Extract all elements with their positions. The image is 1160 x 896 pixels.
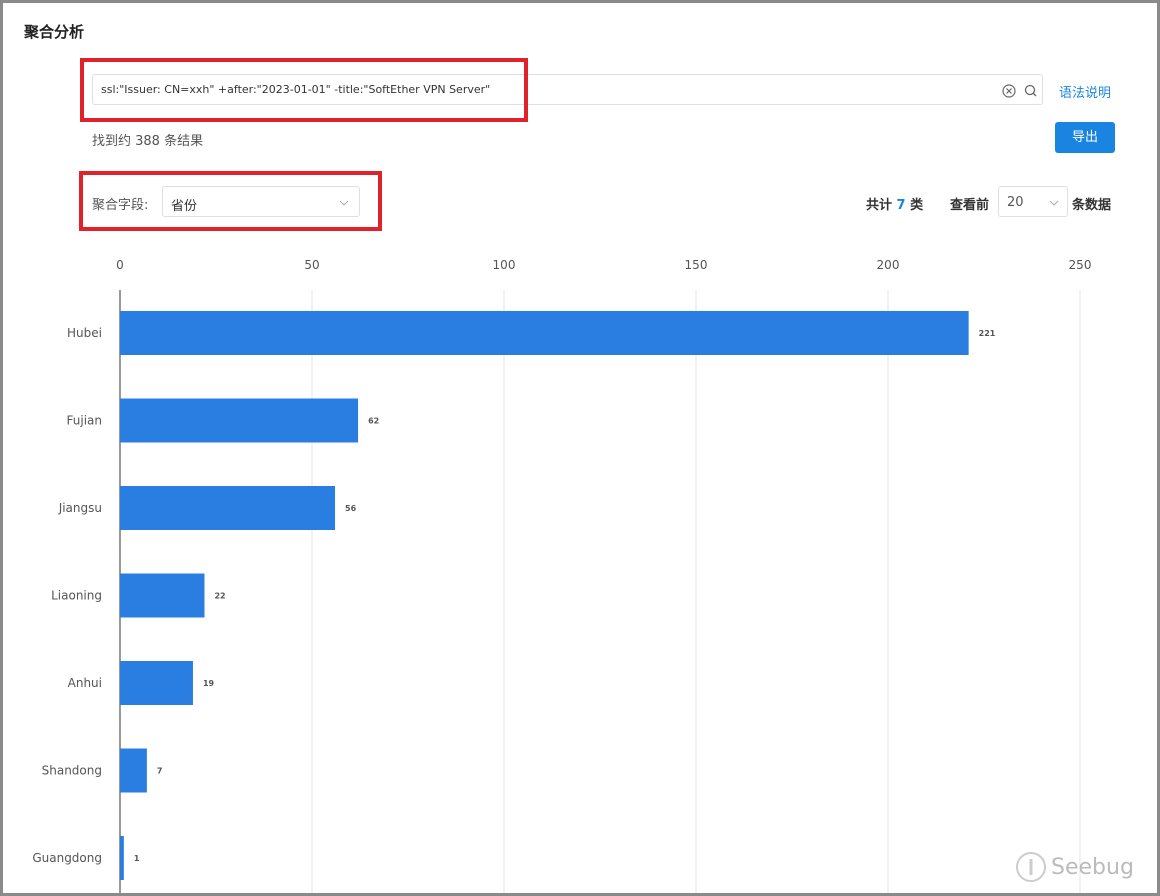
x-tick-label: 50 xyxy=(304,258,319,272)
y-tick-label: Shandong xyxy=(42,764,102,778)
y-tick-label: Fujian xyxy=(67,414,102,428)
y-tick-label: Jiangsu xyxy=(58,501,102,515)
data-label: 22 xyxy=(214,592,225,601)
top-value: 20 xyxy=(1007,195,1024,210)
watermark: Seebug xyxy=(1015,851,1134,883)
data-label: 62 xyxy=(368,417,379,426)
x-tick-label: 150 xyxy=(685,258,708,272)
result-count: 找到约 388 条结果 xyxy=(92,134,204,149)
bar xyxy=(120,486,336,530)
chevron xyxy=(339,200,349,206)
search-query: ssl:"Issuer: CN=xxh" +after:"2023-01-01"… xyxy=(101,83,491,96)
x-tick-label: 200 xyxy=(877,258,900,272)
y-tick-label: Anhui xyxy=(68,676,102,690)
export-button[interactable]: 导出 xyxy=(1055,122,1115,153)
data-label: 1 xyxy=(134,854,140,863)
total-suffix: 类 xyxy=(910,198,924,213)
watermark-logo xyxy=(1016,852,1046,882)
data-label: 221 xyxy=(979,329,996,338)
chevron xyxy=(1049,200,1059,206)
bar xyxy=(120,311,969,355)
total-prefix: 共计 xyxy=(866,198,893,213)
data-label: 56 xyxy=(345,504,357,513)
search-icons xyxy=(1002,84,1037,98)
bar xyxy=(120,748,147,793)
y-tick-label: Hubei xyxy=(67,326,102,340)
search-input[interactable]: ssl:"Issuer: CN=xxh" +after:"2023-01-01"… xyxy=(92,74,1043,105)
bar xyxy=(120,661,193,705)
total-number: 7 xyxy=(896,198,906,213)
top-select[interactable]: 20 xyxy=(998,186,1068,217)
x-tick-label: 100 xyxy=(493,258,516,272)
syntax-link[interactable]: 语法说明 xyxy=(1059,86,1112,101)
x-tick-label: 0 xyxy=(116,258,124,272)
top-prefix: 查看前 xyxy=(950,198,990,213)
field-select[interactable]: 省份 xyxy=(162,186,360,217)
y-tick-label: Guangdong xyxy=(32,851,102,865)
field-label: 聚合字段: xyxy=(92,198,149,213)
highlight-box xyxy=(79,171,382,231)
bar xyxy=(120,398,359,443)
bar xyxy=(120,573,205,618)
y-tick-label: Liaoning xyxy=(51,589,102,603)
highlight-box xyxy=(80,58,528,122)
data-label: 7 xyxy=(157,767,163,776)
bar xyxy=(120,836,124,880)
page-title: 聚合分析 xyxy=(24,23,85,41)
top-suffix: 条数据 xyxy=(1072,198,1112,213)
total-count: 共计 7 类 xyxy=(866,194,923,213)
data-label: 19 xyxy=(203,679,215,688)
watermark-text: Seebug xyxy=(1051,854,1134,880)
x-tick-label: 250 xyxy=(1069,258,1092,272)
field-value: 省份 xyxy=(171,199,198,214)
